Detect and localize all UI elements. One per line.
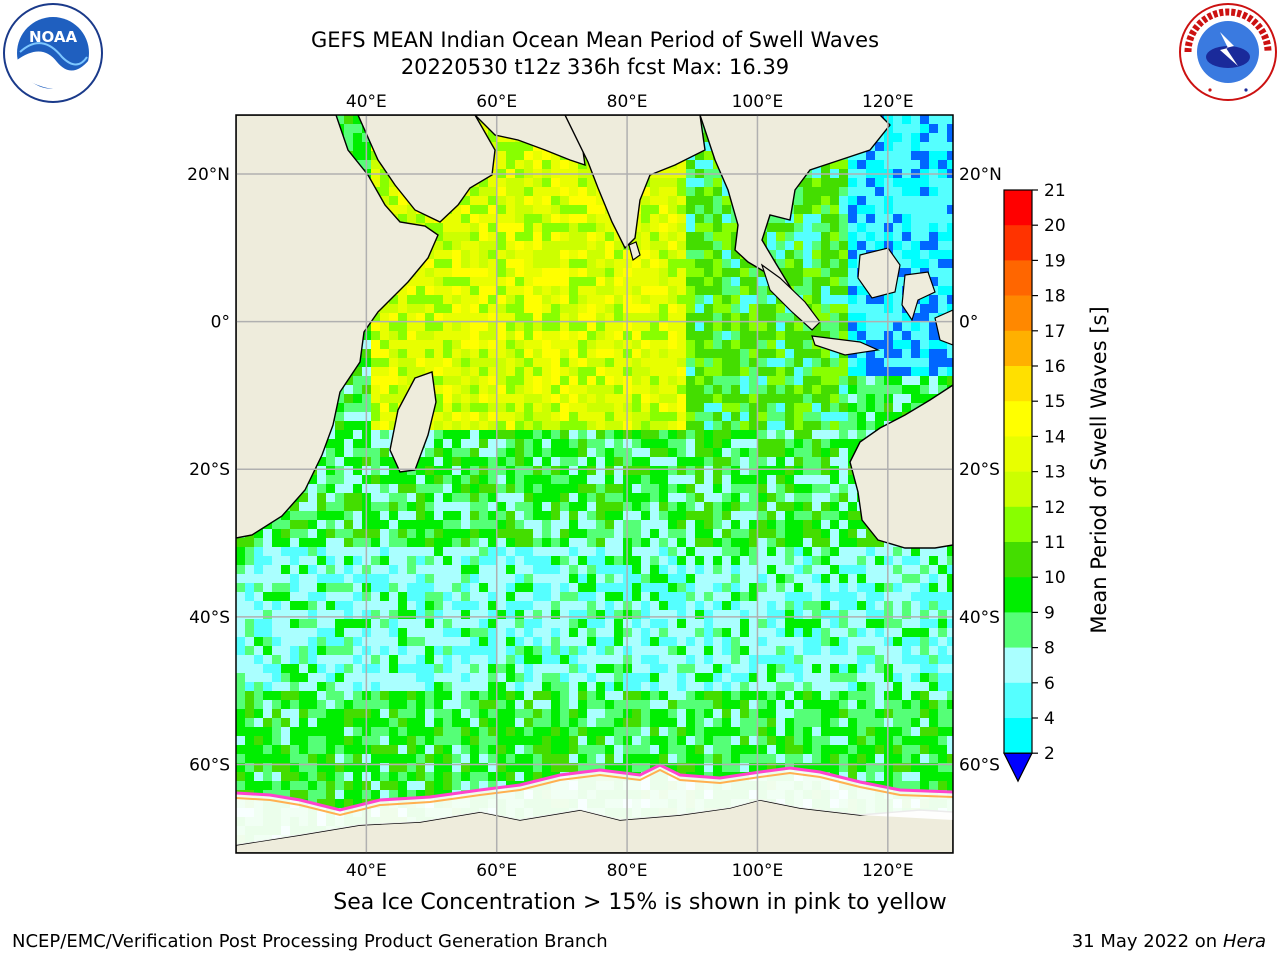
colorbar-tick-label: 15: [1044, 392, 1066, 412]
colorbar-tick-label: 14: [1044, 427, 1066, 447]
title-line-1: GEFS MEAN Indian Ocean Mean Period of Sw…: [310, 28, 880, 52]
footer-host: Hera: [1222, 931, 1266, 952]
lat-tick-right: 20°N: [959, 165, 1002, 185]
map-frame: [235, 114, 954, 854]
sulawesi-land: [901, 271, 936, 322]
srilanka-land: [628, 241, 641, 261]
colorbar-segment: [1004, 190, 1032, 226]
colorbar-segment: [1004, 401, 1032, 437]
caption: Sea Ice Concentration > 15% is shown in …: [333, 890, 947, 915]
colorbar-tick-label: 11: [1044, 533, 1066, 553]
lon-tick-top: 80°E: [607, 92, 648, 112]
lat-tick-left: 20°S: [189, 460, 230, 480]
colorbar-tick-label: 9: [1044, 603, 1055, 623]
lat-tick-right: 0°: [959, 313, 978, 333]
lon-tick-top: 100°E: [732, 92, 784, 112]
africa-land: [236, 115, 439, 539]
colorbar-segment: [1004, 647, 1032, 684]
sea-ice-edge: [236, 763, 953, 812]
india-land: [564, 115, 706, 250]
lon-tick-bottom: 60°E: [476, 861, 517, 881]
colorbar-tick-label: 18: [1044, 287, 1066, 307]
colorbar-tick-label: 20: [1044, 216, 1066, 236]
colorbar-tick-label: 8: [1044, 639, 1055, 659]
lon-tick-top: 40°E: [346, 92, 387, 112]
colorbar-tick-label: 21: [1044, 181, 1066, 201]
colorbar-tick-label: 2: [1044, 744, 1055, 764]
lon-tick-bottom: 100°E: [732, 861, 784, 881]
land-masses: [236, 115, 953, 853]
se-asia-land: [699, 115, 891, 291]
noaa-logo-text: NOAA: [29, 28, 78, 46]
footer-date-text: 31 May 2022 on: [1071, 931, 1218, 952]
lon-tick-top: 60°E: [476, 92, 517, 112]
colorbar-tick-label: 10: [1044, 568, 1066, 588]
title-line-2: 20220530 t12z 336h fcst Max: 16.39: [400, 55, 790, 79]
colorbar-segment: [1004, 682, 1032, 719]
colorbar-tick-label: 12: [1044, 498, 1066, 518]
sea-ice-area: [236, 765, 953, 845]
colorbar-segment: [1004, 471, 1032, 508]
grid-lines: [236, 115, 953, 853]
java-land: [811, 335, 881, 356]
lat-tick-left: 60°S: [189, 755, 230, 775]
sea-ice: [236, 763, 953, 845]
lat-tick-right: 20°S: [959, 460, 1000, 480]
sea-ice-edge-inner: [236, 768, 953, 817]
colorbar-tick-label: 13: [1044, 463, 1066, 483]
lon-tick-bottom: 40°E: [346, 861, 387, 881]
colorbar: 21 20 19 18 17 16 15 14 13 12 11 10 9 8 6 4 2: [1003, 181, 1066, 783]
lat-tick-right: 40°S: [959, 608, 1000, 628]
arabia-land: [357, 115, 496, 223]
colorbar-segment: [1004, 542, 1032, 578]
colorbar-tick-label: 6: [1044, 674, 1055, 694]
lat-tick-left: 40°S: [189, 608, 230, 628]
sumatra-land: [760, 263, 821, 331]
colorbar-segment: [1004, 436, 1032, 472]
colorbar-tick-label: 17: [1044, 322, 1066, 342]
lon-tick-top: 120°E: [862, 92, 914, 112]
colorbar-segment: [1004, 366, 1032, 402]
colorbar-tick-label: 19: [1044, 251, 1066, 271]
lon-tick-bottom: 120°E: [862, 861, 914, 881]
footer-credit: NCEP/EMC/Verification Post Processing Pr…: [12, 931, 608, 952]
colorbar-segment: [1004, 577, 1032, 613]
colorbar-segment: [1004, 295, 1032, 332]
madagascar-land: [389, 371, 437, 473]
footer-date: 31 May 2022 on Hera: [1072, 931, 1266, 952]
lon-tick-bottom: 80°E: [607, 861, 648, 881]
colorbar-underflow: [1003, 752, 1033, 783]
lat-tick-right: 60°S: [959, 755, 1000, 775]
axis-ticks: 40°E 40°E 60°E 60°E 80°E 80°E 100°E 100°E 120°E 1…: [187, 92, 1002, 881]
colorbar-segment: [1004, 225, 1032, 261]
colorbar-label: Mean Period of Swell Waves [s]: [1087, 306, 1111, 633]
noaa-logo: NOAA: [3, 3, 103, 103]
colorbar-segment: [1004, 612, 1032, 648]
colorbar-segment: [1004, 506, 1032, 543]
australia-land: [849, 384, 953, 549]
nws-logo: [1179, 3, 1277, 101]
colorbar-segment: [1004, 718, 1032, 754]
newguinea-land: [934, 309, 953, 346]
map-plot-area: [236, 115, 953, 853]
colorbar-tick-label: 16: [1044, 357, 1066, 377]
colorbar-segment: [1004, 330, 1032, 367]
colorbar-segment: [1004, 260, 1032, 296]
lat-tick-left: 0°: [211, 313, 230, 333]
colorbar-tick-label: 4: [1044, 709, 1055, 729]
lat-tick-left: 20°N: [187, 165, 230, 185]
